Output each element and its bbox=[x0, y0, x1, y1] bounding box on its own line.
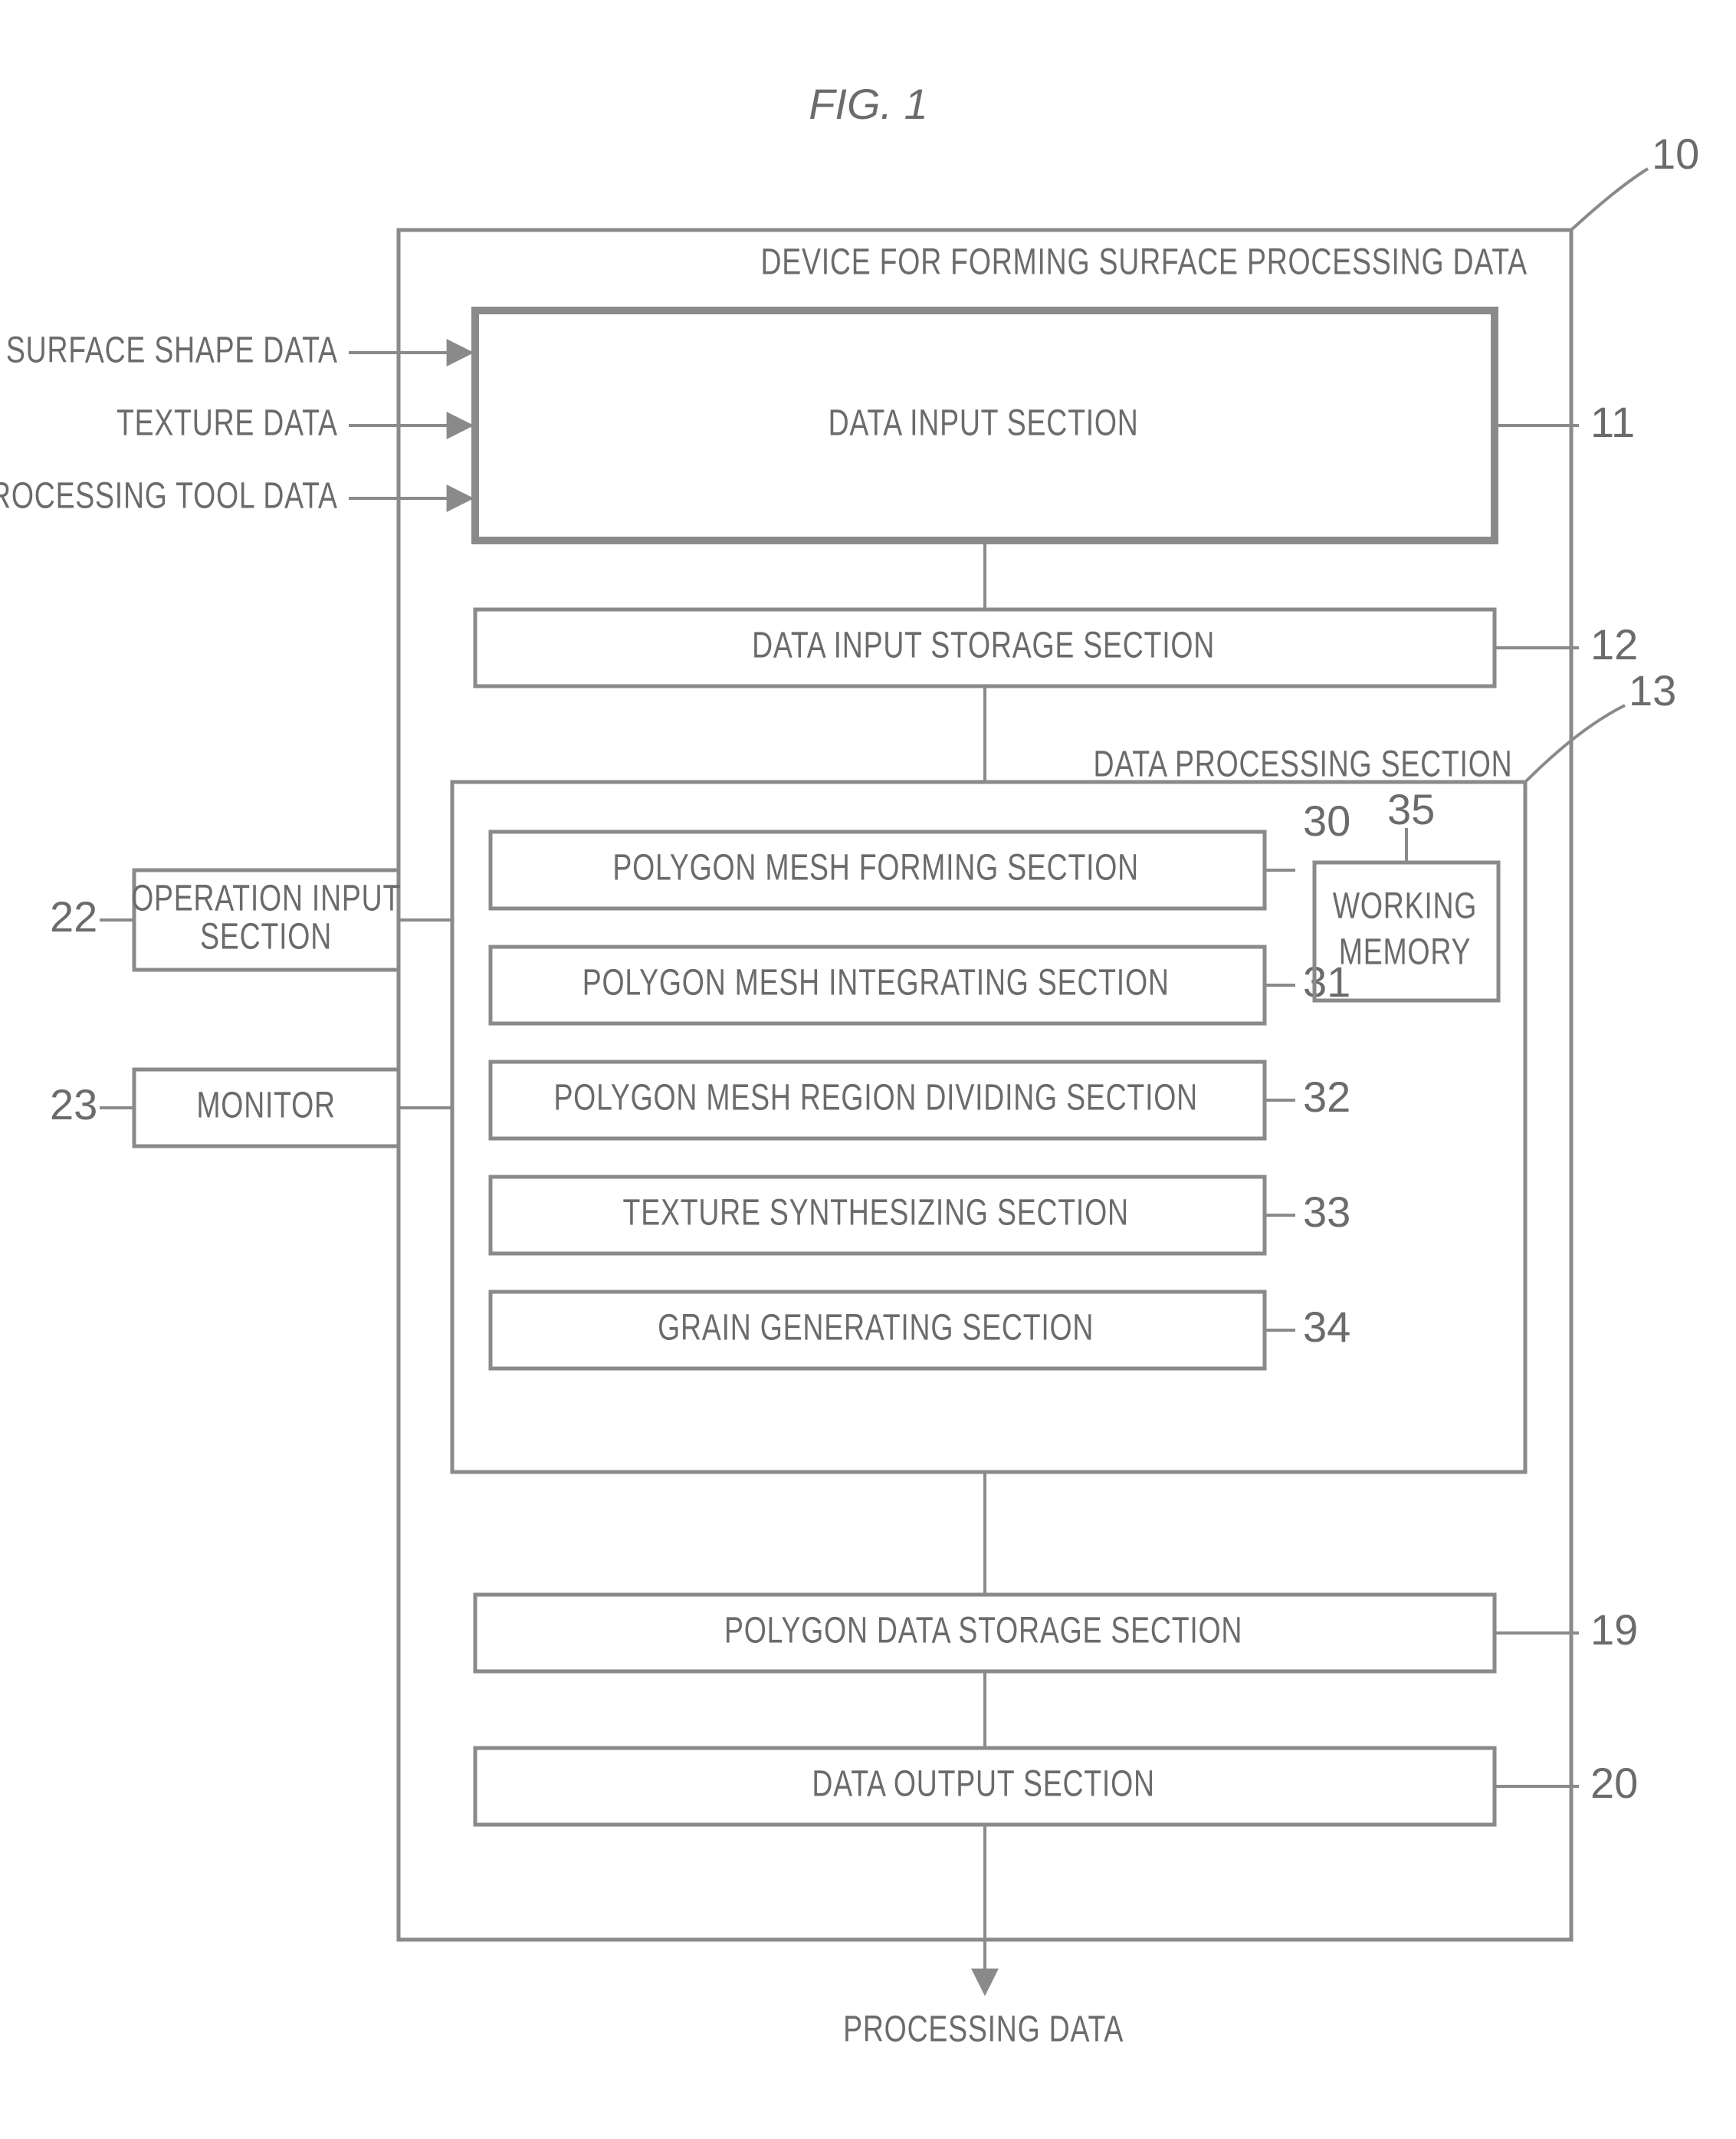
texture-synthesizing-section-label: TEXTURE SYNTHESIZING SECTION bbox=[623, 1192, 1129, 1234]
data-output-section-label: DATA OUTPUT SECTION bbox=[812, 1763, 1154, 1805]
input-surface-shape: SURFACE SHAPE DATA bbox=[6, 330, 471, 371]
polygon-mesh-integrating-section-label: POLYGON MESH INTEGRATING SECTION bbox=[582, 962, 1170, 1004]
device-box-label: DEVICE FOR FORMING SURFACE PROCESSING DA… bbox=[760, 242, 1527, 283]
operation-input-section-ref: 22 bbox=[50, 892, 97, 941]
monitor-section: MONITOR 23 bbox=[50, 1070, 452, 1146]
operation-input-section: OPERATION INPUT SECTION 22 bbox=[50, 870, 452, 970]
figure-title: FIG. 1 bbox=[809, 80, 928, 128]
polygon-data-storage-section-ref: 19 bbox=[1590, 1605, 1638, 1654]
working-memory-label-2: MEMORY bbox=[1339, 932, 1471, 973]
grain-generating-section-label: GRAIN GENERATING SECTION bbox=[658, 1307, 1094, 1349]
output-label: PROCESSING DATA bbox=[843, 2009, 1124, 2050]
data-processing-section-ref: 13 bbox=[1629, 666, 1676, 715]
polygon-mesh-forming-section-ref: 30 bbox=[1303, 797, 1350, 845]
grain-generating-section-ref: 34 bbox=[1303, 1303, 1350, 1351]
operation-input-section-label-1: OPERATION INPUT bbox=[131, 878, 401, 919]
polygon-mesh-region-dividing-section-label: POLYGON MESH REGION DIVIDING SECTION bbox=[553, 1077, 1198, 1119]
monitor-section-ref: 23 bbox=[50, 1080, 97, 1129]
input-surface-shape-label: SURFACE SHAPE DATA bbox=[6, 330, 338, 371]
data-output-section: DATA OUTPUT SECTION 20 bbox=[475, 1748, 1638, 1825]
working-memory-ref: 35 bbox=[1387, 785, 1435, 833]
polygon-mesh-region-dividing-section-ref: 32 bbox=[1303, 1073, 1350, 1121]
polygon-mesh-forming-section: POLYGON MESH FORMING SECTION 30 bbox=[491, 797, 1350, 909]
polygon-data-storage-section: POLYGON DATA STORAGE SECTION 19 bbox=[475, 1595, 1638, 1671]
operation-input-section-label-2: SECTION bbox=[200, 916, 332, 958]
input-texture-label: TEXTURE DATA bbox=[116, 402, 338, 444]
data-input-section-ref: 11 bbox=[1590, 398, 1635, 446]
data-input-section: DATA INPUT SECTION 11 bbox=[475, 310, 1635, 540]
data-processing-section: DATA PROCESSING SECTION 13 bbox=[452, 666, 1676, 1472]
polygon-mesh-integrating-section: POLYGON MESH INTEGRATING SECTION 31 bbox=[491, 947, 1350, 1024]
data-input-storage-section: DATA INPUT STORAGE SECTION 12 bbox=[475, 610, 1638, 686]
input-tool-label: PROCESSING TOOL DATA bbox=[0, 475, 338, 517]
polygon-data-storage-section-label: POLYGON DATA STORAGE SECTION bbox=[724, 1610, 1242, 1651]
input-tool: PROCESSING TOOL DATA bbox=[0, 475, 471, 517]
device-box-ref: 10 bbox=[1652, 130, 1699, 178]
data-input-storage-section-ref: 12 bbox=[1590, 620, 1638, 669]
texture-synthesizing-section-ref: 33 bbox=[1303, 1188, 1350, 1236]
data-output-section-ref: 20 bbox=[1590, 1759, 1638, 1807]
working-memory-label-1: WORKING bbox=[1333, 886, 1477, 927]
monitor-section-label: MONITOR bbox=[196, 1085, 336, 1126]
data-processing-section-label: DATA PROCESSING SECTION bbox=[1094, 744, 1513, 785]
polygon-mesh-region-dividing-section: POLYGON MESH REGION DIVIDING SECTION 32 bbox=[491, 1062, 1350, 1138]
input-texture: TEXTURE DATA bbox=[116, 402, 471, 444]
data-input-storage-section-label: DATA INPUT STORAGE SECTION bbox=[752, 625, 1215, 666]
device-box: DEVICE FOR FORMING SURFACE PROCESSING DA… bbox=[399, 130, 1699, 1940]
grain-generating-section: GRAIN GENERATING SECTION 34 bbox=[491, 1292, 1350, 1368]
polygon-mesh-forming-section-label: POLYGON MESH FORMING SECTION bbox=[612, 847, 1139, 889]
texture-synthesizing-section: TEXTURE SYNTHESIZING SECTION 33 bbox=[491, 1177, 1350, 1254]
data-input-section-label: DATA INPUT SECTION bbox=[829, 402, 1139, 444]
